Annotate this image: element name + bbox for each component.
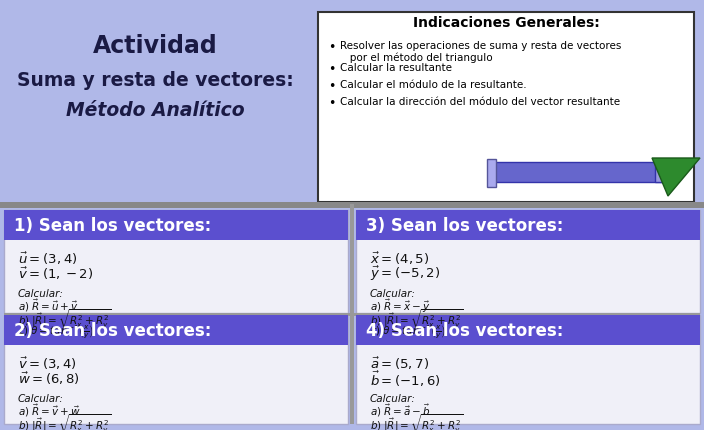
Bar xyxy=(4,211,348,313)
Text: $c)\; \theta = tan^{-1}\left(\frac{x}{y}\right)$: $c)\; \theta = tan^{-1}\left(\frac{x}{y}… xyxy=(18,427,94,430)
Text: $\vec{y} = (-5, 2)$: $\vec{y} = (-5, 2)$ xyxy=(370,264,441,283)
Text: $c)\; \theta = tan^{-1}\left(\frac{x}{y}\right)$: $c)\; \theta = tan^{-1}\left(\frac{x}{y}… xyxy=(370,427,446,430)
Text: Indicaciones Generales:: Indicaciones Generales: xyxy=(413,16,599,30)
Text: Método Analítico: Método Analítico xyxy=(65,101,244,120)
Text: •: • xyxy=(328,63,335,76)
Bar xyxy=(490,163,665,183)
Text: •: • xyxy=(328,41,335,54)
Text: Calcular:: Calcular: xyxy=(370,289,416,298)
Text: $c)\; \theta = tan^{-1}\left(\frac{x}{y}\right)$: $c)\; \theta = tan^{-1}\left(\frac{x}{y}… xyxy=(18,322,94,340)
Bar xyxy=(4,315,348,345)
Text: •: • xyxy=(328,97,335,110)
Text: $\vec{w} = (6, 8)$: $\vec{w} = (6, 8)$ xyxy=(18,370,80,386)
Bar xyxy=(318,13,694,203)
Bar xyxy=(4,315,348,424)
Text: Calcular la resultante: Calcular la resultante xyxy=(340,63,452,73)
Text: Actividad: Actividad xyxy=(93,34,218,58)
Text: Resolver las operaciones de suma y resta de vectores
   por el método del triang: Resolver las operaciones de suma y resta… xyxy=(340,41,622,63)
Bar xyxy=(356,315,700,424)
Text: 1) Sean los vectores:: 1) Sean los vectores: xyxy=(14,216,211,234)
Text: $b)\; |\vec{R}| = \sqrt{R^2_x + R^2_y}$: $b)\; |\vec{R}| = \sqrt{R^2_x + R^2_y}$ xyxy=(18,411,111,430)
Text: •: • xyxy=(328,80,335,93)
Text: $\vec{v} = (1, -2)$: $\vec{v} = (1, -2)$ xyxy=(18,265,93,282)
Bar xyxy=(350,205,354,424)
Text: $\vec{b} = (-1, 6)$: $\vec{b} = (-1, 6)$ xyxy=(370,369,441,388)
Bar xyxy=(356,211,700,313)
Text: $b)\; |\vec{R}| = \sqrt{R^2_x + R^2_y}$: $b)\; |\vec{R}| = \sqrt{R^2_x + R^2_y}$ xyxy=(370,411,463,430)
Bar xyxy=(655,163,673,183)
Bar xyxy=(356,315,700,345)
Text: Calcular:: Calcular: xyxy=(370,393,416,403)
Text: $\vec{v} = (3, 4)$: $\vec{v} = (3, 4)$ xyxy=(18,355,77,372)
Text: $\vec{a} = (5, 7)$: $\vec{a} = (5, 7)$ xyxy=(370,355,429,372)
Polygon shape xyxy=(652,159,700,197)
Text: $b)\; |\vec{R}| = \sqrt{R^2_x + R^2_y}$: $b)\; |\vec{R}| = \sqrt{R^2_x + R^2_y}$ xyxy=(370,307,463,330)
Text: $\vec{u} = (3, 4)$: $\vec{u} = (3, 4)$ xyxy=(18,250,77,267)
Text: $a)\; \vec{R} = \vec{v} + \vec{w}$: $a)\; \vec{R} = \vec{v} + \vec{w}$ xyxy=(18,402,80,418)
Text: $\vec{x} = (4, 5)$: $\vec{x} = (4, 5)$ xyxy=(370,250,429,267)
Text: Calcular la dirección del módulo del vector resultante: Calcular la dirección del módulo del vec… xyxy=(340,97,620,107)
Bar xyxy=(4,313,700,316)
Text: 3) Sean los vectores:: 3) Sean los vectores: xyxy=(366,216,563,234)
Bar xyxy=(0,203,704,209)
Text: $a)\; \vec{R} = \vec{x} - \vec{y}$: $a)\; \vec{R} = \vec{x} - \vec{y}$ xyxy=(370,297,430,314)
Bar xyxy=(356,211,700,240)
Text: Calcular el módulo de la resultante.: Calcular el módulo de la resultante. xyxy=(340,80,527,90)
Text: Suma y resta de vectores:: Suma y resta de vectores: xyxy=(17,71,294,90)
Text: $a)\; \vec{R} = \vec{u} + \vec{v}$: $a)\; \vec{R} = \vec{u} + \vec{v}$ xyxy=(18,297,79,313)
Text: Calcular:: Calcular: xyxy=(18,393,64,403)
Text: 2) Sean los vectores:: 2) Sean los vectores: xyxy=(14,321,211,339)
Bar xyxy=(487,160,496,187)
Text: 4) Sean los vectores:: 4) Sean los vectores: xyxy=(366,321,563,339)
Text: $c)\; \theta = tan^{-1}\left(\frac{x}{y}\right)$: $c)\; \theta = tan^{-1}\left(\frac{x}{y}… xyxy=(370,322,446,340)
Text: $b)\; |\vec{R}| = \sqrt{R^2_x + R^2_y}$: $b)\; |\vec{R}| = \sqrt{R^2_x + R^2_y}$ xyxy=(18,307,111,330)
Bar xyxy=(4,211,348,240)
Text: Calcular:: Calcular: xyxy=(18,289,64,298)
Text: $a)\; \vec{R} = \vec{a} - \vec{b}$: $a)\; \vec{R} = \vec{a} - \vec{b}$ xyxy=(370,402,431,418)
